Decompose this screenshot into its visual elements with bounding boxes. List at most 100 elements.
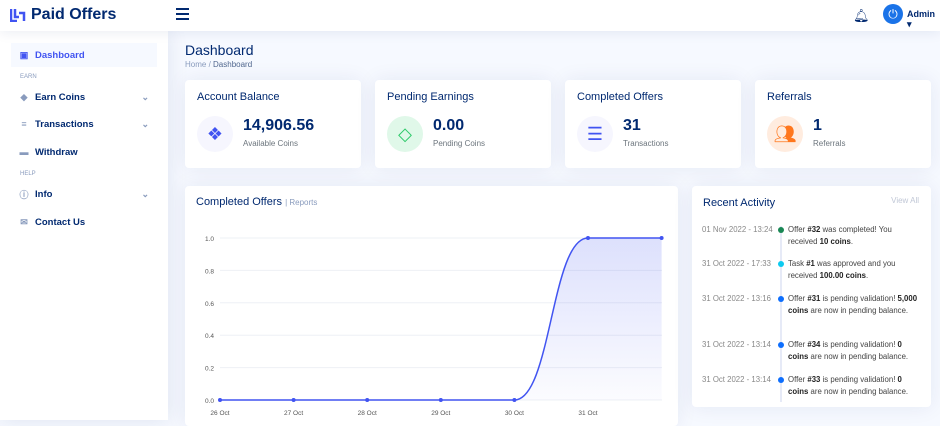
card-value: 31	[623, 117, 641, 134]
server-icon: ☰	[577, 116, 613, 152]
breadcrumb-current: Dashboard	[213, 60, 253, 69]
brand-logo[interactable]: Paid Offers	[10, 6, 116, 24]
card-value: 14,906.56	[243, 117, 315, 134]
data-point[interactable]	[291, 398, 296, 402]
activity-text: .	[850, 236, 854, 246]
nav-heading: HELP	[20, 171, 36, 177]
x-tick-label: 30 Oct	[505, 410, 524, 417]
activity-date: 31 Oct 2022 - 13:16	[702, 294, 771, 303]
card-subtitle: Available Coins	[243, 139, 298, 148]
activity-text: .	[866, 270, 869, 280]
activity-text: Offer	[788, 340, 808, 349]
sidebar-item-label: Info	[35, 188, 53, 200]
chart-subtitle: | Reports	[285, 198, 318, 207]
card-title: Pending Earnings	[387, 91, 474, 103]
activity-message: Offer #31 is pending validation! 5,000 c…	[788, 293, 920, 316]
activity-message: Offer #34 is pending validation! 0 coins…	[788, 339, 920, 362]
y-tick-label: 0.6	[205, 301, 214, 308]
activity-title: Recent Activity	[703, 197, 776, 209]
view-all-link[interactable]: View All	[891, 196, 919, 205]
timeline-dot-icon	[778, 261, 784, 267]
timeline-line	[780, 226, 782, 402]
bell-icon[interactable]: 🔔︎	[853, 8, 870, 23]
line-chart: 0.0 0.2 0.4 0.6 0.8 1.0 26 Oct 27 Oct 28 Oct 29 O…	[205, 236, 664, 417]
people-icon: 👥︎	[767, 116, 803, 152]
envelope-icon: ✉	[20, 216, 28, 227]
card-title: Completed Offers	[577, 91, 664, 103]
activity-text: is pending validation!	[820, 375, 898, 384]
timeline-dot-icon	[778, 227, 784, 233]
data-point[interactable]	[512, 398, 517, 402]
activity-highlight: 100.00 coins	[819, 270, 867, 280]
chart-title: Completed Offers | Reports	[196, 196, 317, 208]
activity-message: Task #1 was approved and you received 10…	[788, 258, 920, 281]
data-point[interactable]	[365, 398, 370, 402]
nav-heading: EARN	[20, 74, 37, 80]
activity-highlight: 0 coins	[788, 340, 902, 361]
card-title: Account Balance	[197, 91, 280, 103]
activity-date: 31 Oct 2022 - 17:33	[702, 259, 771, 268]
top-header: Paid Offers 🔔︎ ⏻ Admin ▾	[0, 0, 940, 31]
referrals-card: Referrals 👥︎ 1 Referrals	[755, 80, 931, 168]
activity-text: Offer	[788, 375, 808, 384]
activity-text: are now in pending balance.	[808, 305, 909, 315]
y-tick-label: 0.4	[205, 333, 214, 340]
x-tick-label: 26 Oct	[210, 410, 229, 417]
diamond-outline-icon: ◇	[387, 116, 423, 152]
timeline-dot-icon	[778, 377, 784, 383]
breadcrumb-home[interactable]: Home	[185, 60, 207, 69]
avatar[interactable]: ⏻	[883, 4, 903, 24]
logo-icon	[10, 9, 26, 22]
x-tick-label: 28 Oct	[358, 410, 377, 417]
chevron-down-icon: ⌄	[141, 118, 149, 129]
activity-text: are now in pending balance.	[808, 351, 909, 361]
activity-text: was completed! You received	[788, 225, 892, 246]
pending-earnings-card: Pending Earnings ◇ 0.00 Pending Coins	[375, 80, 551, 168]
sidebar-item-dashboard[interactable]: ▣ Dashboard	[11, 43, 157, 67]
activity-date: 31 Oct 2022 - 13:14	[702, 375, 771, 384]
data-point[interactable]	[586, 236, 590, 240]
sidebar-item-label: Withdraw	[35, 146, 78, 158]
user-menu[interactable]: Admin ▾	[907, 9, 935, 29]
list-icon: ≡	[21, 119, 27, 129]
activity-text: is pending validation!	[820, 294, 898, 303]
brand-name: Paid Offers	[31, 6, 117, 23]
x-tick-label: 29 Oct	[431, 410, 450, 417]
sidebar-item-transactions[interactable]: ≡ Transactions ⌄	[11, 112, 157, 136]
activity-highlight: #33	[807, 375, 821, 384]
sidebar-item-label: Earn Coins	[35, 91, 86, 103]
account-balance-card: Account Balance ❖ 14,906.56 Available Co…	[185, 80, 361, 168]
data-point[interactable]	[659, 236, 664, 240]
card-icon: ▬	[19, 147, 29, 157]
activity-highlight: 10 coins	[819, 236, 851, 246]
activity-highlight: #1	[806, 259, 815, 268]
activity-date: 01 Nov 2022 - 13:24	[702, 225, 773, 234]
activity-message: Offer #32 was completed! You received 10…	[788, 224, 920, 247]
x-tick-label: 27 Oct	[284, 410, 303, 417]
sidebar-item-contact[interactable]: ✉ Contact Us	[11, 210, 157, 234]
sidebar-item-info[interactable]: ⓘ Info ⌄	[11, 182, 157, 206]
chevron-down-icon: ⌄	[141, 188, 149, 199]
sidebar-item-label: Contact Us	[35, 216, 86, 228]
menu-toggle-icon[interactable]	[176, 8, 189, 20]
data-point[interactable]	[438, 398, 443, 402]
card-title: Referrals	[767, 91, 812, 103]
activity-text: Task	[788, 259, 807, 268]
chart-title-text: Completed Offers	[196, 196, 283, 208]
breadcrumb: Home / Dashboard	[185, 60, 253, 69]
recent-activity-card: Recent Activity View All 01 Nov 2022 - 1…	[692, 186, 931, 407]
activity-highlight: #32	[807, 225, 821, 234]
data-point[interactable]	[218, 398, 222, 402]
card-subtitle: Pending Coins	[433, 139, 486, 148]
activity-text: Offer	[788, 294, 808, 303]
completed-offers-card: Completed Offers ☰ 31 Transactions	[565, 80, 741, 168]
page-title: Dashboard	[185, 42, 254, 58]
series-area	[220, 238, 662, 400]
timeline-dot-icon	[778, 296, 784, 302]
activity-text: is pending validation!	[820, 340, 898, 349]
grid-icon: ▣	[19, 49, 29, 60]
sidebar-item-earn-coins[interactable]: ◆ Earn Coins ⌄	[11, 85, 157, 109]
sidebar-item-withdraw[interactable]: ▬ Withdraw	[11, 140, 157, 164]
card-subtitle: Referrals	[813, 139, 846, 148]
y-tick-label: 0.0	[205, 398, 214, 405]
